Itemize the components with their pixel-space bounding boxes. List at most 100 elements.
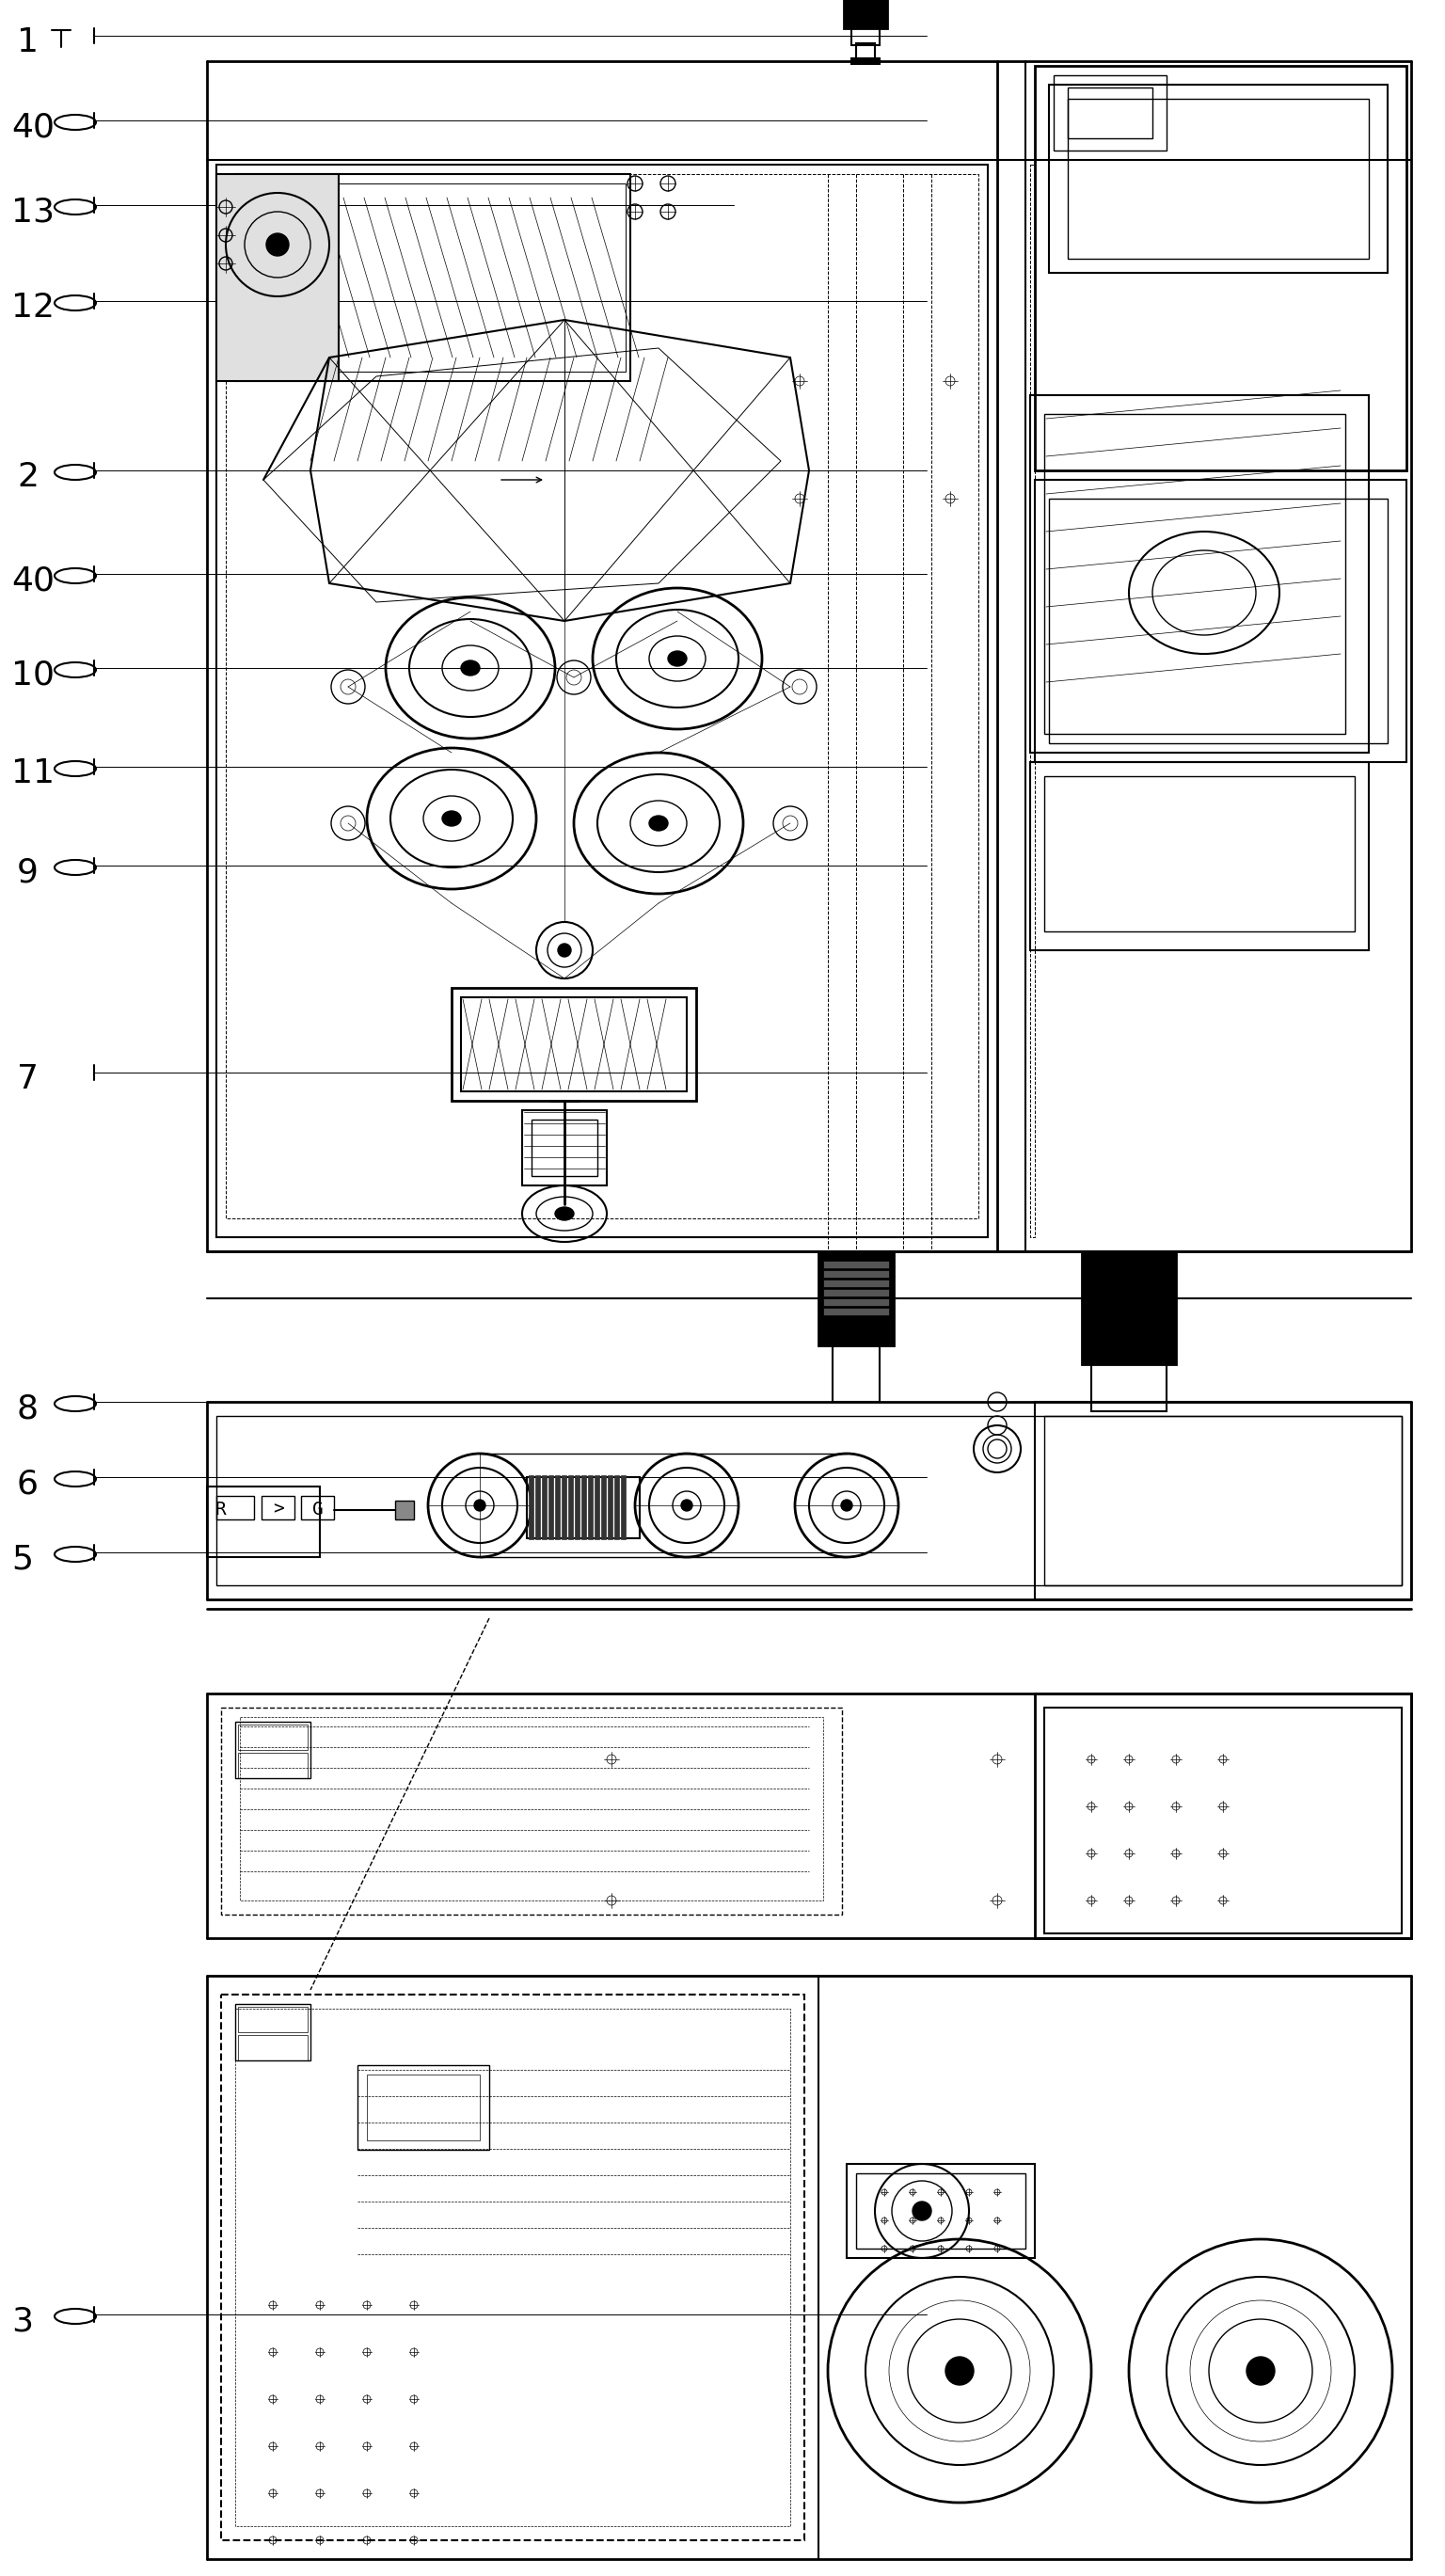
Bar (542, 1476, 546, 1540)
Bar (818, 1252, 893, 1345)
Bar (236, 2009, 790, 2527)
Ellipse shape (649, 817, 668, 829)
Bar (1035, 479, 1406, 762)
Bar (824, 1280, 889, 1288)
Bar (217, 165, 988, 1236)
Bar (1053, 75, 1166, 149)
Text: 13: 13 (12, 196, 55, 227)
Bar (824, 1288, 889, 1296)
Bar (1068, 98, 1368, 258)
Bar (832, 1345, 880, 1401)
Text: 7: 7 (17, 1064, 39, 1095)
Ellipse shape (945, 2357, 974, 2385)
Bar (621, 1476, 626, 1540)
Bar (1035, 1401, 1412, 1600)
Text: 1: 1 (17, 26, 39, 59)
Ellipse shape (841, 1499, 853, 1512)
Bar (461, 997, 686, 1092)
Ellipse shape (558, 943, 571, 956)
Text: 11: 11 (12, 757, 55, 788)
Bar (549, 1476, 553, 1540)
Bar (221, 1708, 842, 1914)
Text: 40: 40 (12, 111, 55, 144)
Ellipse shape (266, 234, 289, 255)
Bar (844, 0, 887, 28)
Text: G: G (312, 1499, 324, 1517)
Bar (532, 1121, 597, 1177)
Bar (851, 59, 880, 64)
Bar (1045, 1417, 1402, 1584)
Bar (851, 26, 880, 46)
Bar (562, 1476, 566, 1540)
Bar (824, 1309, 889, 1316)
Bar (824, 1260, 889, 1267)
Bar (594, 1476, 600, 1540)
Bar (207, 1486, 319, 1556)
Text: 12: 12 (12, 291, 55, 325)
Bar (1091, 1365, 1166, 1412)
Bar (1030, 165, 1035, 1236)
Text: 9: 9 (17, 855, 39, 889)
Bar (535, 1476, 540, 1540)
Bar (238, 1752, 308, 1777)
Bar (236, 175, 630, 381)
Ellipse shape (913, 2202, 932, 2221)
Bar (357, 2066, 490, 2151)
Bar (394, 1502, 413, 1520)
Text: 6: 6 (17, 1468, 39, 1499)
Ellipse shape (555, 1208, 574, 1221)
Ellipse shape (474, 1499, 486, 1512)
Bar (555, 1476, 559, 1540)
Bar (824, 1270, 889, 1278)
Text: 5: 5 (12, 1543, 33, 1574)
Text: 3: 3 (12, 2306, 33, 2336)
Bar (225, 175, 978, 1218)
Text: 8: 8 (17, 1394, 39, 1425)
Bar (217, 1417, 1402, 1584)
Bar (451, 987, 696, 1100)
Bar (568, 1476, 572, 1540)
Ellipse shape (1247, 2357, 1274, 2385)
Bar (1049, 500, 1387, 744)
Text: 2: 2 (17, 461, 39, 492)
Bar (855, 2174, 1026, 2249)
Bar (217, 1497, 254, 1520)
Bar (238, 2035, 308, 2061)
Bar (1045, 415, 1345, 734)
Bar (262, 1497, 295, 1520)
Bar (236, 1721, 311, 1777)
Bar (581, 1476, 587, 1540)
Text: 40: 40 (12, 564, 55, 598)
Bar (522, 1110, 607, 1185)
Ellipse shape (461, 659, 480, 675)
Bar (614, 1476, 618, 1540)
Bar (1068, 88, 1153, 139)
Bar (608, 1476, 613, 1540)
Bar (217, 175, 338, 381)
Bar (527, 1476, 640, 1538)
Bar (240, 1718, 824, 1901)
Bar (240, 183, 626, 371)
Text: >: > (273, 1499, 285, 1517)
Bar (588, 1476, 592, 1540)
Text: R: R (215, 1499, 227, 1517)
Ellipse shape (668, 652, 686, 667)
Bar (855, 44, 874, 59)
Bar (847, 2164, 1035, 2259)
Ellipse shape (442, 811, 461, 827)
Bar (238, 2007, 308, 2032)
Bar (238, 1723, 308, 1749)
Bar (1082, 1252, 1176, 1365)
Bar (601, 1476, 605, 1540)
Bar (367, 2074, 480, 2141)
Bar (824, 1298, 889, 1306)
Bar (1045, 775, 1355, 933)
Text: 10: 10 (12, 659, 55, 690)
Ellipse shape (681, 1499, 692, 1512)
Bar (1049, 85, 1387, 273)
Bar (1035, 1692, 1412, 1937)
Bar (529, 1476, 533, 1540)
Bar (575, 1476, 579, 1540)
Bar (1030, 762, 1368, 951)
Bar (1030, 394, 1368, 752)
